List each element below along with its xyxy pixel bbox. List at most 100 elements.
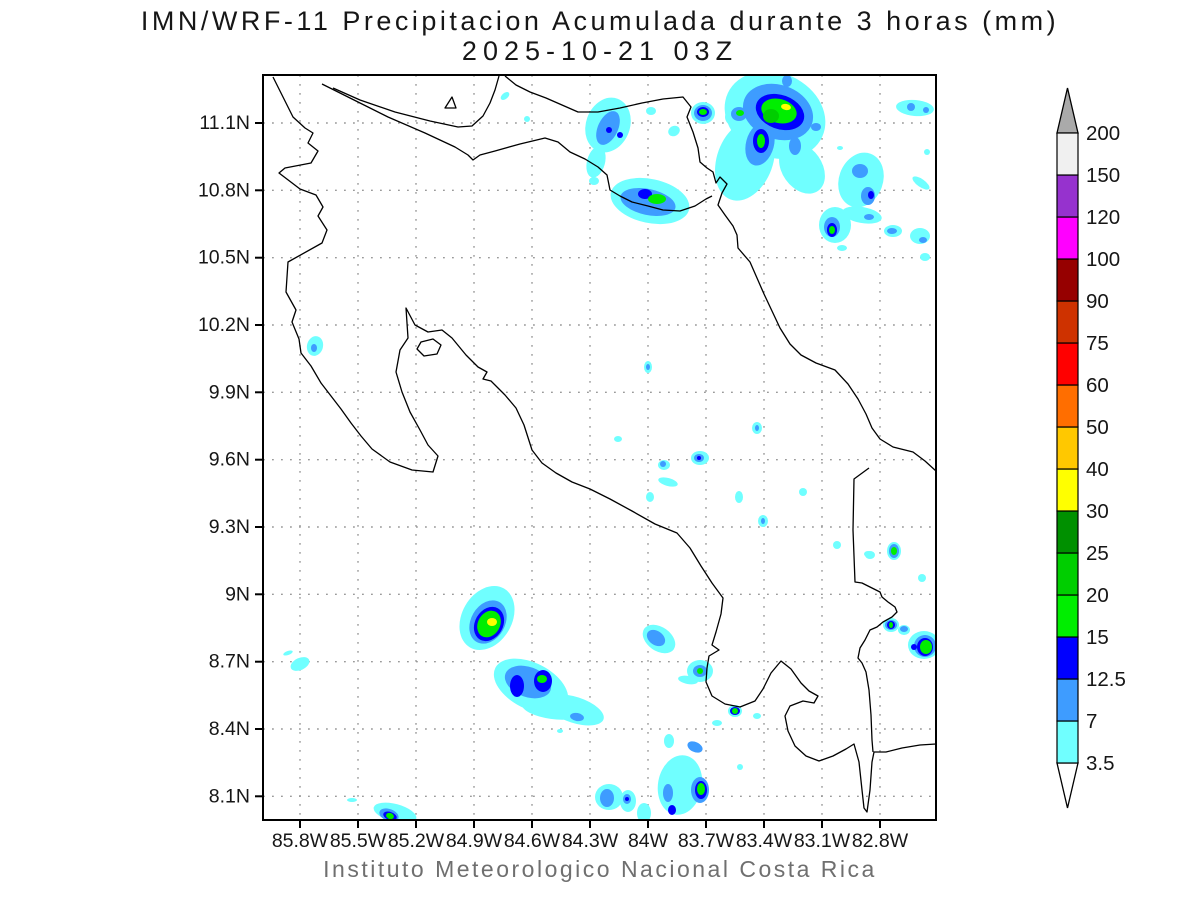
precip-blob-b	[852, 164, 868, 178]
precip-blob-c	[753, 713, 761, 719]
precip-blob-g1	[697, 783, 705, 795]
colorbar-segment	[1056, 636, 1079, 680]
colorbar-level-label: 60	[1086, 374, 1109, 397]
precip-blob-c	[668, 125, 680, 137]
colorbar-segment	[1056, 300, 1079, 344]
precip-blob-c	[283, 650, 293, 656]
precip-blob-c	[347, 798, 357, 802]
colorbar-level-label: 25	[1086, 542, 1109, 565]
colorbar-level-label: 120	[1086, 206, 1120, 229]
precip-blob-g1	[386, 812, 394, 820]
precip-blob-c	[500, 92, 510, 100]
plot-border	[262, 74, 937, 821]
precip-blob-g1	[891, 547, 897, 555]
colorbar-level-label: 12.5	[1086, 668, 1126, 691]
precip-blob-g1	[829, 226, 835, 234]
precip-blob-g1	[732, 708, 738, 714]
grid-lines	[263, 75, 936, 820]
precip-blob-c	[837, 245, 847, 251]
y-axis-tick-label: 8.4N	[209, 718, 250, 740]
precip-blob-g1	[889, 622, 893, 628]
precip-blob-c	[838, 152, 884, 208]
precip-blob-db	[697, 456, 701, 460]
precip-blob-c	[799, 488, 807, 496]
colorbar-bottom-arrow	[1056, 762, 1079, 809]
axis-ticks	[255, 122, 881, 828]
colorbar-level-label: 50	[1086, 416, 1109, 439]
precip-blob-db	[638, 189, 652, 199]
coastline-path	[272, 76, 936, 813]
precip-blob-c	[646, 492, 654, 502]
axis-labels: 85.8W 85.5W 85.2W 84.9W 84.6W 84.3W 84W 83.7W 83…	[198, 112, 909, 852]
colorbar-segment	[1056, 426, 1079, 470]
colorbar-top-arrow	[1056, 87, 1079, 134]
precip-blob-c	[589, 177, 599, 185]
colorbar-level-label: 30	[1086, 500, 1109, 523]
source-caption: Instituto Meteorologico Nacional Costa R…	[323, 856, 877, 882]
precipitation-blobs	[283, 75, 936, 820]
precip-blob-c	[557, 729, 563, 733]
colorbar-level-label: 90	[1086, 290, 1109, 313]
precip-blob-c	[712, 720, 722, 726]
precip-blob-c	[290, 657, 310, 671]
precip-blob-c	[637, 803, 651, 820]
precip-blob-g1	[736, 110, 744, 116]
x-axis-tick-label: 85.8W	[272, 830, 329, 852]
precip-blob-c	[737, 764, 743, 770]
precip-blob-c	[896, 99, 934, 117]
precip-blob-db	[625, 797, 629, 801]
page-title: IMN/WRF-11 Precipitacion Acumulada duran…	[140, 6, 1060, 36]
precip-blob-c	[658, 477, 678, 487]
x-axis-tick-label: 84.9W	[446, 830, 503, 852]
precip-blob-c	[837, 146, 843, 150]
coastline-path	[444, 96, 457, 109]
precip-blob-c	[678, 675, 698, 685]
y-axis-tick-label: 9N	[225, 583, 250, 605]
precip-blob-b	[600, 789, 614, 807]
precip-blob-g1	[920, 640, 932, 654]
precip-blob-b	[811, 123, 821, 131]
precip-blob-c	[924, 149, 930, 155]
precip-blob-g1	[537, 675, 547, 683]
precip-blob-b	[663, 784, 673, 802]
precip-blob-db	[668, 805, 676, 815]
precip-blob-b	[887, 228, 897, 234]
coastline-path	[416, 338, 442, 357]
precip-blob-c	[664, 734, 674, 748]
colorbar-labels: 3.5 7 12.5 15 20 25 30 40 50 60 75 90 100 120 150 200	[1086, 122, 1126, 775]
precip-blob-b	[864, 214, 874, 220]
colorbar-level-label: 3.5	[1086, 752, 1115, 775]
coastline-path	[504, 75, 936, 472]
precip-blob-c	[646, 107, 656, 115]
precip-blob-db	[911, 644, 917, 650]
precip-blob-b	[660, 461, 666, 467]
colorbar-segment	[1056, 258, 1079, 302]
colorbar-segment	[1056, 552, 1079, 596]
colorbar-segment	[1056, 594, 1079, 638]
x-axis-tick-label: 85.5W	[330, 830, 387, 852]
colorbar-level-label: 75	[1086, 332, 1109, 355]
coastline-path	[321, 83, 713, 212]
y-axis-tick-label: 9.3N	[209, 516, 250, 538]
x-axis-tick-label: 83.1W	[794, 830, 851, 852]
precip-blob-c	[920, 253, 930, 261]
coastline-path	[332, 75, 500, 128]
y-axis-tick-label: 11.1N	[199, 112, 250, 134]
precip-blob-db	[868, 191, 874, 199]
x-axis-tick-label: 83.4W	[736, 830, 793, 852]
precip-blob-c	[735, 491, 743, 503]
x-axis-tick-label: 84.6W	[504, 830, 561, 852]
precip-blob-b	[789, 137, 801, 155]
precip-blob-c	[524, 116, 530, 122]
precip-blob-c	[614, 436, 622, 442]
colorbar-segment	[1056, 174, 1079, 218]
precip-blob-y	[781, 103, 791, 111]
y-axis-tick-label: 10.8N	[198, 179, 250, 201]
precip-blob-b	[761, 518, 765, 524]
colorbar-level-label: 150	[1086, 164, 1120, 187]
coastline-path	[852, 467, 898, 753]
x-axis-tick-label: 85.2W	[388, 830, 445, 852]
y-axis-tick-label: 9.9N	[209, 381, 250, 403]
